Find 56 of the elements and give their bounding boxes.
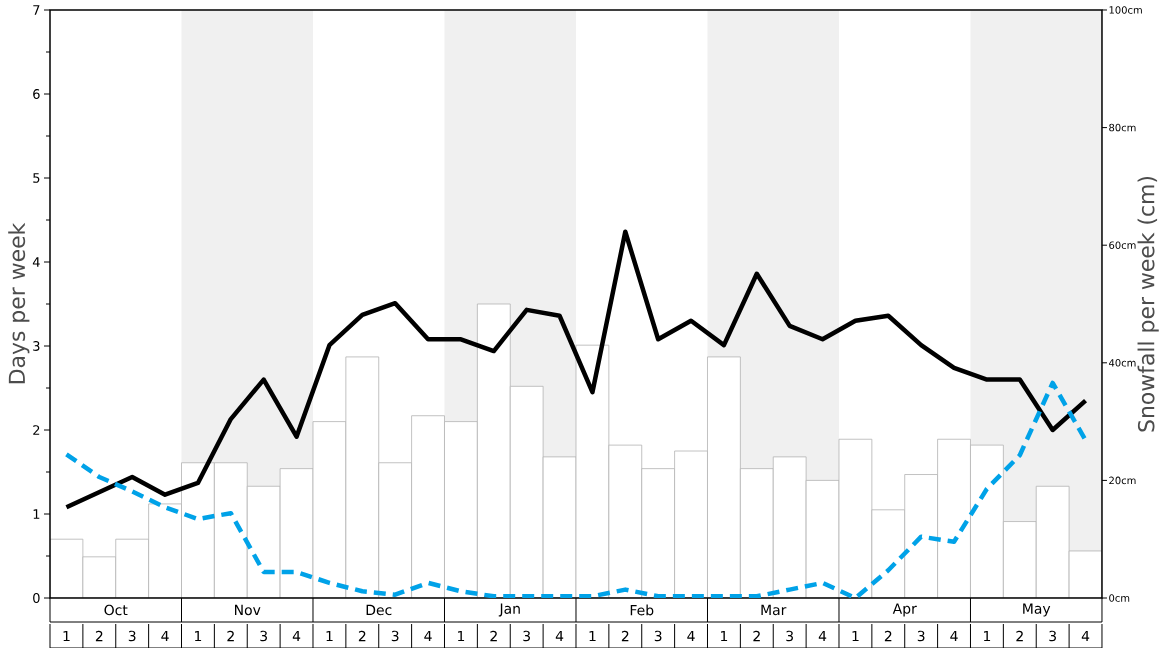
text: Dec <box>366 604 392 616</box>
x-tick-label: 2 <box>753 630 760 642</box>
y-tick-label: 4 <box>32 257 40 267</box>
y-tick-label: 2 <box>33 425 40 435</box>
y2-axis-title: Snowfall per week (cm) <box>1137 176 1159 432</box>
x-tick-label: 1 <box>589 630 596 642</box>
x-tick-label: 4 <box>687 630 695 642</box>
x-tick-label: 1 <box>63 630 70 642</box>
text: Mar <box>761 604 787 616</box>
x-tick-label: 2 <box>1016 630 1023 642</box>
x-tick-label: 1 <box>721 630 728 642</box>
x-tick-label: 2 <box>358 630 366 642</box>
y2-tick-label: 100cm <box>1109 6 1142 14</box>
y-tick-label: 1 <box>33 509 40 519</box>
x-tick-label: 4 <box>424 630 432 642</box>
text: Oct <box>104 604 128 616</box>
x-tick-label: 3 <box>786 630 793 642</box>
text: Jan <box>498 603 520 617</box>
text: May <box>1023 603 1051 617</box>
x-tick-label: 1 <box>852 630 859 642</box>
x-tick-label: 1 <box>326 630 333 642</box>
x-tick-label: 4 <box>555 630 564 642</box>
y2-tick-label: 0cm <box>1109 594 1130 602</box>
x-tick-label: 2 <box>227 630 234 642</box>
text: Feb <box>630 604 654 616</box>
x-tick-label: 3 <box>391 630 399 642</box>
x-tick-label: 4 <box>292 630 301 642</box>
y-axis-title: Days per week <box>8 222 30 384</box>
x-tick-label: 3 <box>654 630 662 642</box>
y-tick-label: 6 <box>33 89 40 99</box>
x-tick-label: 3 <box>260 630 268 642</box>
x-tick-label: 3 <box>523 630 531 642</box>
y-tick-label: 7 <box>33 5 40 15</box>
y-tick-label: 0 <box>33 593 40 603</box>
text: Nov <box>235 604 261 616</box>
x-tick-label: 1 <box>984 630 991 642</box>
x-tick-label: 2 <box>884 630 892 642</box>
x-tick-label: 3 <box>1049 630 1056 642</box>
y2-tick-label: 40cm <box>1108 359 1136 367</box>
y2-tick-label: 60cm <box>1109 241 1136 249</box>
y2-tick-label: 80cm <box>1109 123 1136 132</box>
x-tick-label: 2 <box>490 630 497 642</box>
x-tick-label: 4 <box>1081 630 1090 642</box>
y-tick-label: 5 <box>33 173 40 183</box>
text: Apr <box>892 603 917 617</box>
x-tick-label: 1 <box>458 630 465 642</box>
x-tick-label: 2 <box>621 630 629 642</box>
x-tick-label: 3 <box>128 630 136 642</box>
x-tick-label: 1 <box>195 630 202 642</box>
x-tick-label: 4 <box>950 630 958 642</box>
x-tick-label: 4 <box>161 630 169 642</box>
x-tick-label: 4 <box>818 630 827 642</box>
y2-tick-label: 20cm <box>1109 476 1136 485</box>
y-tick-label: 3 <box>33 341 40 351</box>
x-tick-label: 3 <box>917 630 925 642</box>
x-tick-label: 2 <box>95 630 103 642</box>
